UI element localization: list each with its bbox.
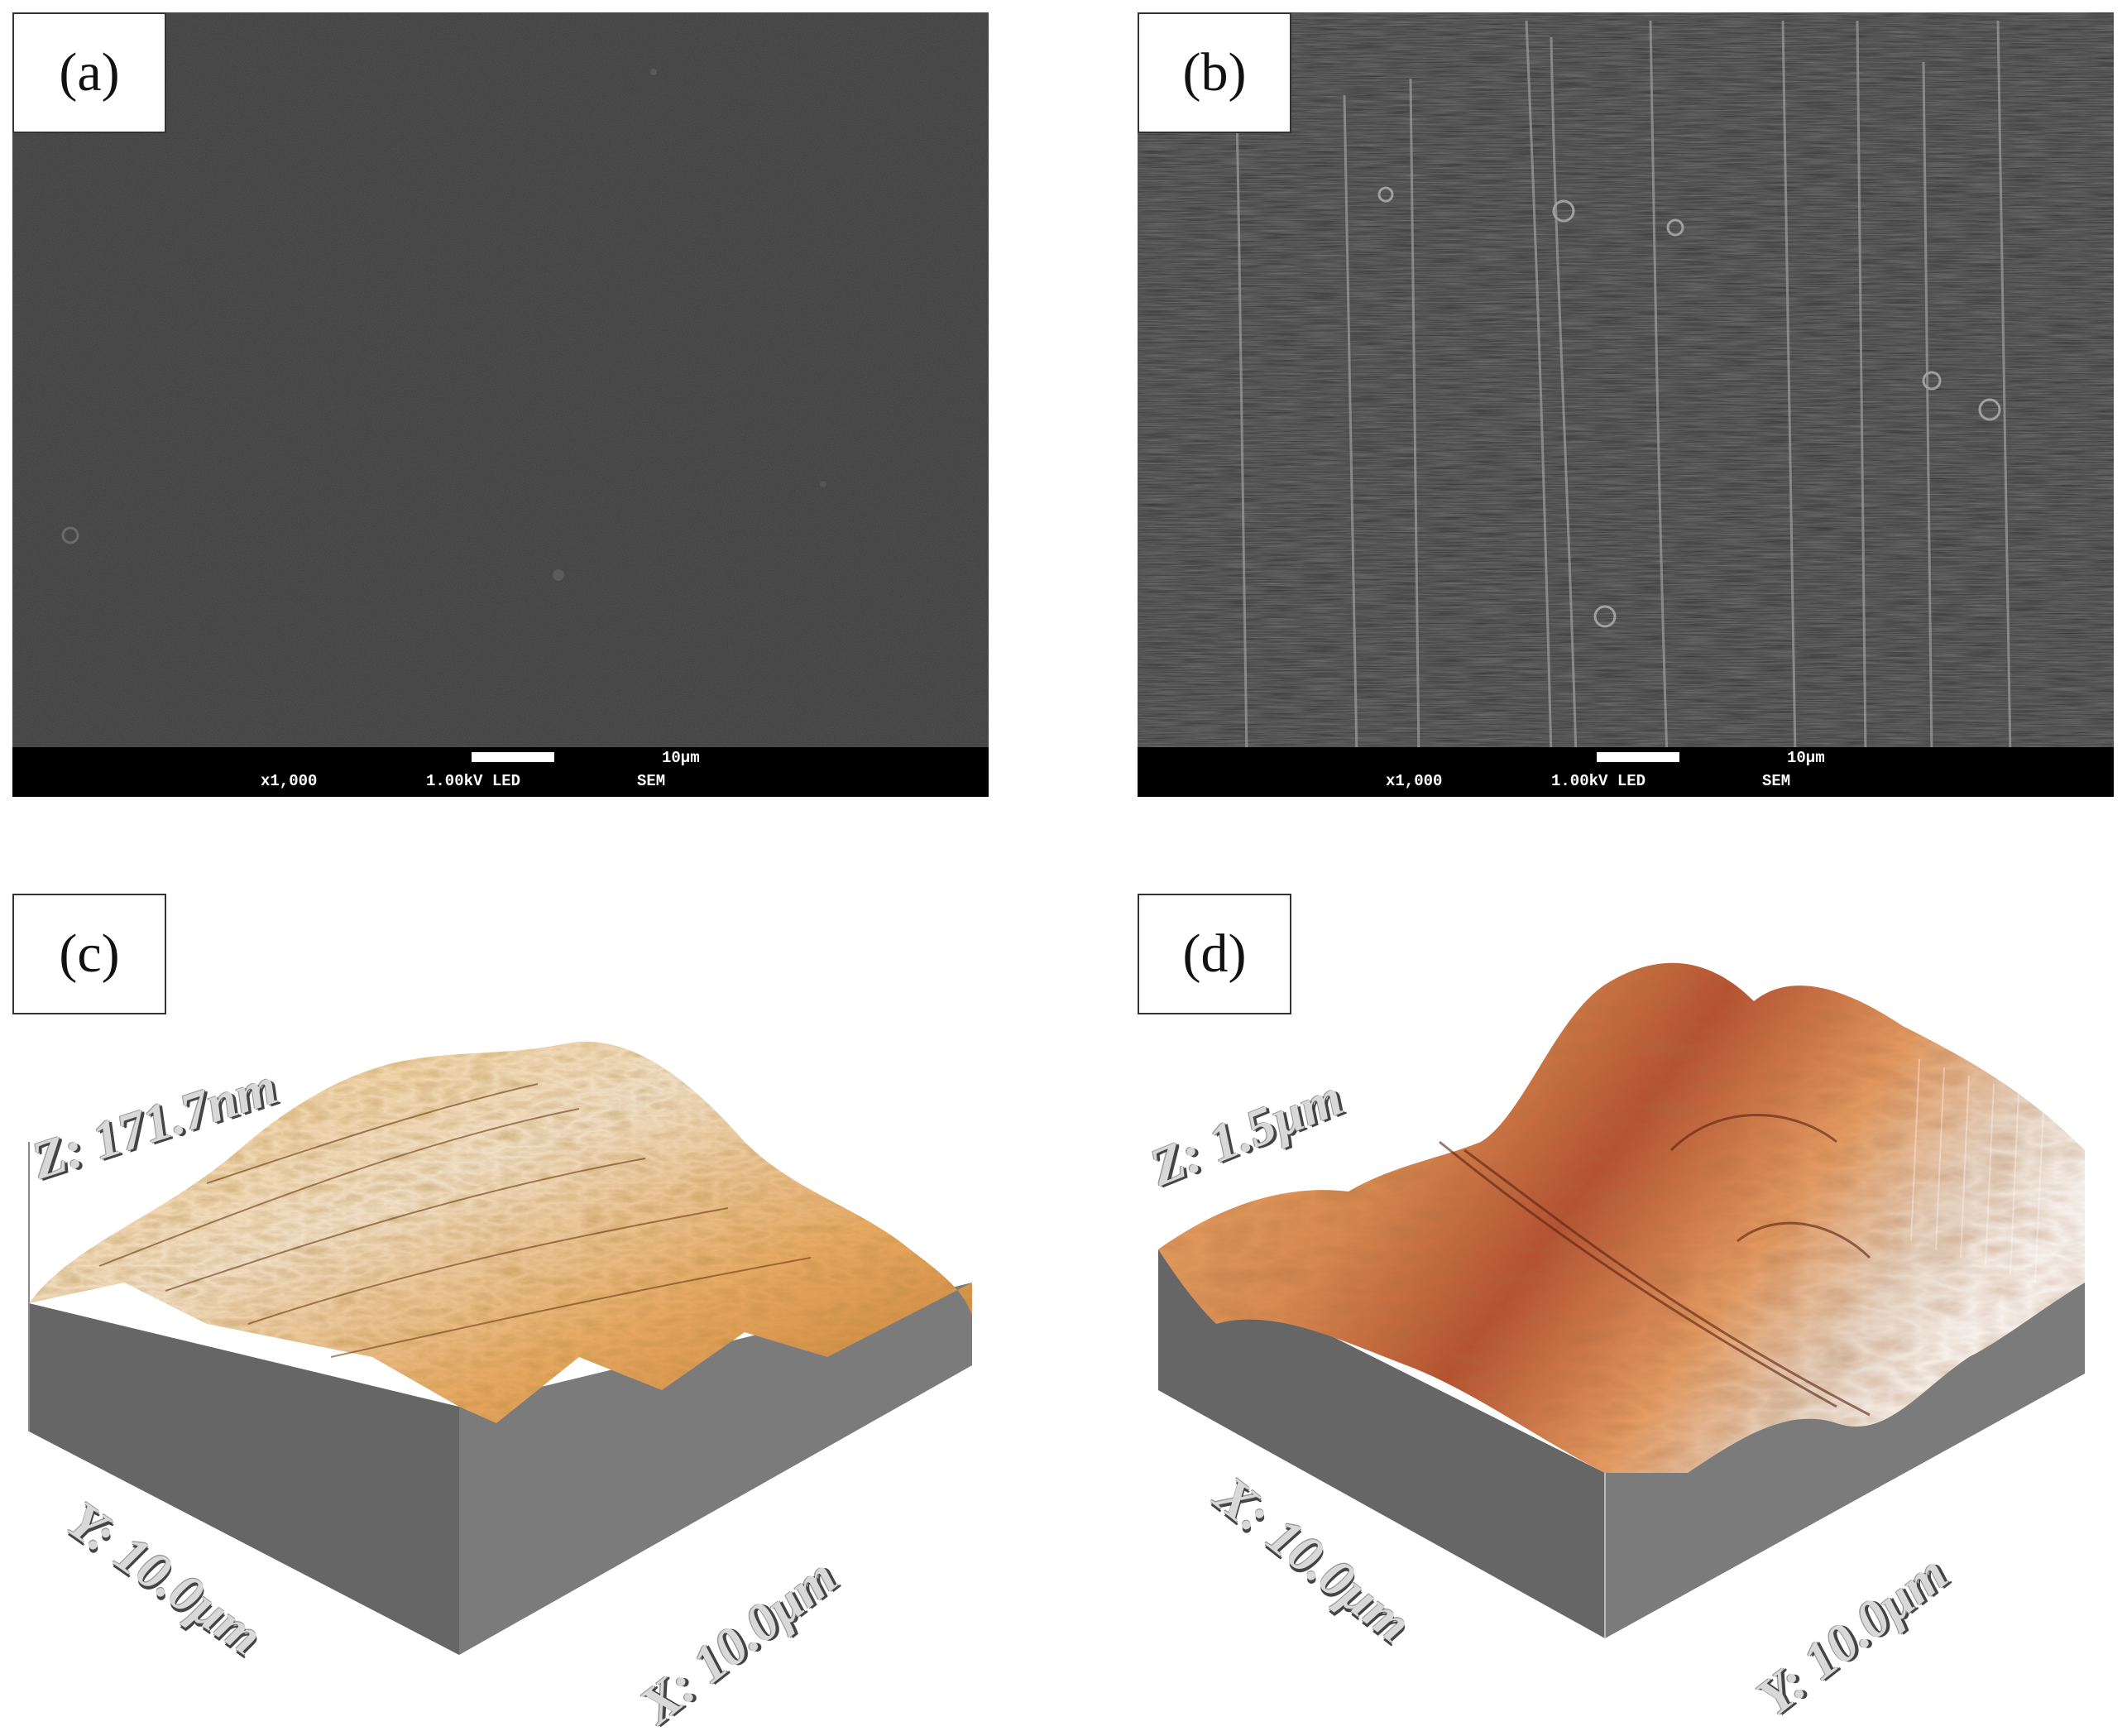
scale-label: 10µm [1787, 749, 1825, 767]
voltage-label: 1.00kV LED [1551, 772, 1646, 790]
scale-bar [472, 752, 554, 762]
panel-label-a: (a) [12, 12, 166, 133]
panel-label-b: (b) [1138, 12, 1291, 133]
scale-bar [1597, 752, 1679, 762]
sem-texture-a [12, 12, 989, 797]
sem-info-bar-b: 10µm x1,000 1.00kV LED SEM [1138, 747, 2114, 797]
sem-info-bar-a: 10µm x1,000 1.00kV LED SEM [12, 747, 989, 797]
sem-image-b: (b) 10µm x1,000 1.00kV LED SEM [1138, 12, 2114, 797]
voltage-label: 1.00kV LED [426, 772, 521, 790]
magnification-label: x1,000 [261, 772, 318, 790]
afm-surface-d [1158, 962, 2085, 1638]
afm-surface-c [28, 1041, 972, 1655]
magnification-label: x1,000 [1386, 772, 1443, 790]
panel-label-c: (c) [12, 894, 166, 1014]
panel-label-d: (d) [1138, 894, 1291, 1014]
afm-image-d: (d) Z: 1.5µm X: 10.0µm Y: 10.0µm [1092, 894, 2127, 1727]
sem-texture-b [1138, 12, 2114, 797]
sem-image-a: (a) 10µm x1,000 1.00kV LED SEM [12, 12, 989, 797]
afm-image-c: (c) Z: 171.7nm Y: 10.0µm X: 10.0µm [0, 894, 1026, 1735]
mode-label: SEM [637, 772, 666, 790]
scale-label: 10µm [662, 749, 700, 767]
mode-label: SEM [1762, 772, 1791, 790]
